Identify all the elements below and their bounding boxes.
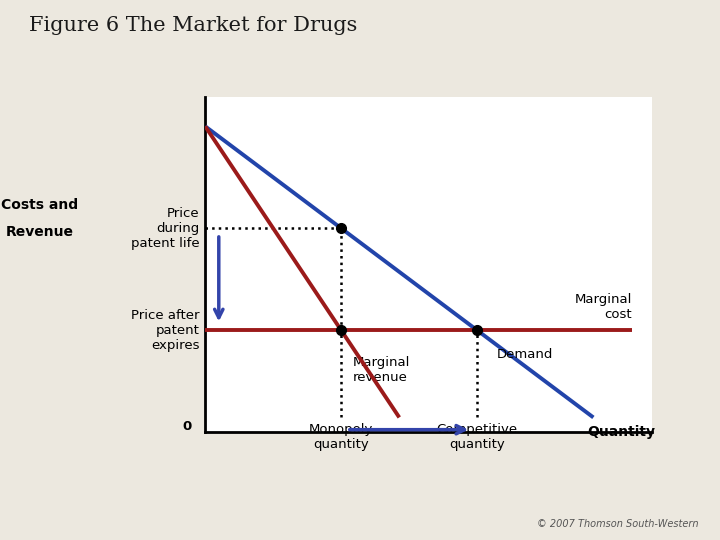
Text: Costs and: Costs and <box>1 198 78 212</box>
Text: Marginal
cost: Marginal cost <box>575 293 632 321</box>
Text: Marginal
revenue: Marginal revenue <box>353 356 410 384</box>
Text: Figure 6 The Market for Drugs: Figure 6 The Market for Drugs <box>29 16 357 35</box>
Text: Revenue: Revenue <box>6 225 73 239</box>
Text: Monopoly
quantity: Monopoly quantity <box>309 423 373 451</box>
Text: Competitive
quantity: Competitive quantity <box>436 423 518 451</box>
Text: Price
during
patent life: Price during patent life <box>131 207 199 249</box>
Text: Quantity: Quantity <box>588 425 655 438</box>
Text: Price after
patent
expires: Price after patent expires <box>131 308 199 352</box>
Text: © 2007 Thomson South-Western: © 2007 Thomson South-Western <box>537 519 698 529</box>
Text: 0: 0 <box>182 420 192 434</box>
Text: Demand: Demand <box>496 348 553 361</box>
